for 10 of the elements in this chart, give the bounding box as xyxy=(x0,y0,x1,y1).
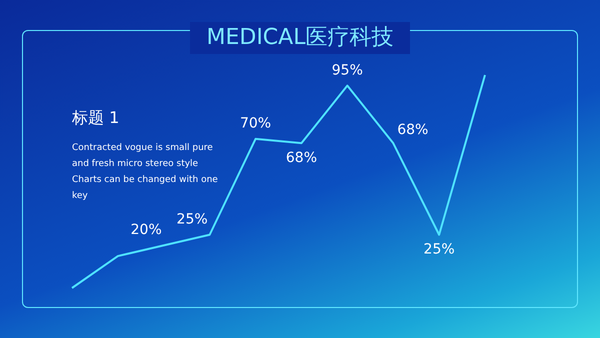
data-label: 20% xyxy=(130,222,162,238)
chart-title: MEDICAL医疗科技 xyxy=(190,22,410,54)
data-label: 68% xyxy=(286,150,318,166)
data-label: 70% xyxy=(240,116,272,132)
data-label: 68% xyxy=(397,122,428,138)
data-label: 95% xyxy=(332,62,363,78)
annotation: Contracted vogue is small pure and fresh micro stereo style Charts can be changed with one key xyxy=(72,142,219,203)
data-label: 25% xyxy=(424,241,455,258)
data-label: 25% xyxy=(176,211,208,228)
annotation: 标题 1 xyxy=(72,108,120,129)
